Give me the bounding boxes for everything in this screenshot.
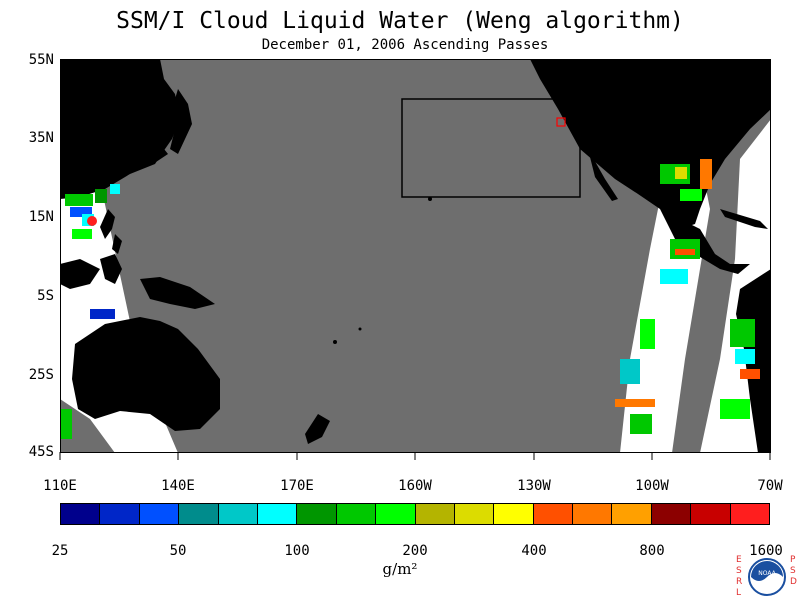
lat-label-55n: 55N bbox=[28, 52, 54, 68]
color-swatch-15 bbox=[651, 504, 692, 524]
scale-label-200: 200 bbox=[402, 543, 428, 559]
island-fiji bbox=[333, 340, 337, 344]
lat-label-35n: 35N bbox=[28, 130, 54, 146]
color-swatch-5 bbox=[257, 504, 298, 524]
color-swatch-4 bbox=[218, 504, 258, 524]
color-swatch-2 bbox=[139, 504, 180, 524]
scale-label-25: 25 bbox=[51, 543, 69, 559]
lon-label-170e: 170E bbox=[280, 478, 314, 494]
land-new-guinea bbox=[140, 277, 215, 309]
color-swatch-14 bbox=[612, 504, 652, 524]
land-borneo bbox=[100, 254, 122, 284]
esrl-label: ESRL bbox=[736, 555, 743, 598]
island-hawaii bbox=[428, 197, 432, 201]
color-swatch-3 bbox=[179, 504, 219, 524]
cloud-water-east bbox=[615, 159, 760, 434]
lat-label-5s: 5S bbox=[37, 288, 54, 304]
map-title: SSM/I Cloud Liquid Water (Weng algorithm… bbox=[116, 8, 684, 34]
island-samoa bbox=[358, 327, 362, 331]
color-swatch-16 bbox=[691, 504, 731, 524]
cloud-water-map bbox=[60, 59, 771, 453]
land-japan bbox=[170, 89, 192, 154]
land-philippines bbox=[100, 209, 115, 239]
psd-label: PSD bbox=[790, 555, 797, 587]
land-indonesia bbox=[60, 259, 100, 289]
color-swatch-11 bbox=[494, 504, 534, 524]
color-swatch-10 bbox=[454, 504, 495, 524]
cloud-water-west bbox=[60, 184, 120, 439]
lat-label-25s: 25S bbox=[28, 367, 54, 383]
color-swatch-13 bbox=[573, 504, 613, 524]
land-baja bbox=[588, 149, 618, 201]
land-new-zealand bbox=[305, 414, 330, 444]
noaa-logo: ESRL NOAA PSD bbox=[736, 555, 798, 599]
color-swatch-12 bbox=[533, 504, 574, 524]
color-scale-bar bbox=[60, 503, 770, 525]
lon-label-160w: 160W bbox=[398, 478, 432, 494]
color-swatch-8 bbox=[376, 504, 416, 524]
land-central-america bbox=[660, 209, 750, 274]
color-swatch-17 bbox=[730, 504, 770, 524]
map-subtitle: December 01, 2006 Ascending Passes bbox=[261, 37, 549, 53]
scale-label-100: 100 bbox=[284, 543, 310, 559]
color-swatch-0 bbox=[61, 504, 101, 524]
scale-label-400: 400 bbox=[521, 543, 547, 559]
land-asia bbox=[60, 59, 180, 199]
scale-label-50: 50 bbox=[169, 543, 187, 559]
lat-label-15n: 15N bbox=[28, 209, 54, 225]
land-caribbean bbox=[720, 209, 768, 229]
noaa-emblem-icon: NOAA bbox=[748, 558, 786, 596]
color-swatch-6 bbox=[297, 504, 337, 524]
scale-label-800: 800 bbox=[639, 543, 665, 559]
lon-ticks bbox=[59, 452, 771, 460]
red-marker bbox=[556, 117, 566, 127]
land-north-america bbox=[530, 59, 771, 229]
lat-label-45s: 45S bbox=[28, 444, 54, 460]
color-swatch-7 bbox=[336, 504, 377, 524]
lon-label-100w: 100W bbox=[635, 478, 669, 494]
lon-label-140e: 140E bbox=[161, 478, 195, 494]
noaa-badge-text: NOAA bbox=[758, 570, 776, 577]
land-japan-south bbox=[150, 144, 168, 162]
land-philippines-2 bbox=[112, 234, 122, 254]
color-swatch-1 bbox=[100, 504, 140, 524]
lon-label-130w: 130W bbox=[517, 478, 551, 494]
region-box bbox=[401, 98, 581, 198]
scale-label-1600: 1600 bbox=[749, 543, 783, 559]
lon-label-110e: 110E bbox=[43, 478, 77, 494]
lon-label-70w: 70W bbox=[757, 478, 783, 494]
scale-units: g/m² bbox=[382, 560, 418, 578]
color-swatch-9 bbox=[415, 504, 455, 524]
land-australia bbox=[72, 317, 220, 431]
